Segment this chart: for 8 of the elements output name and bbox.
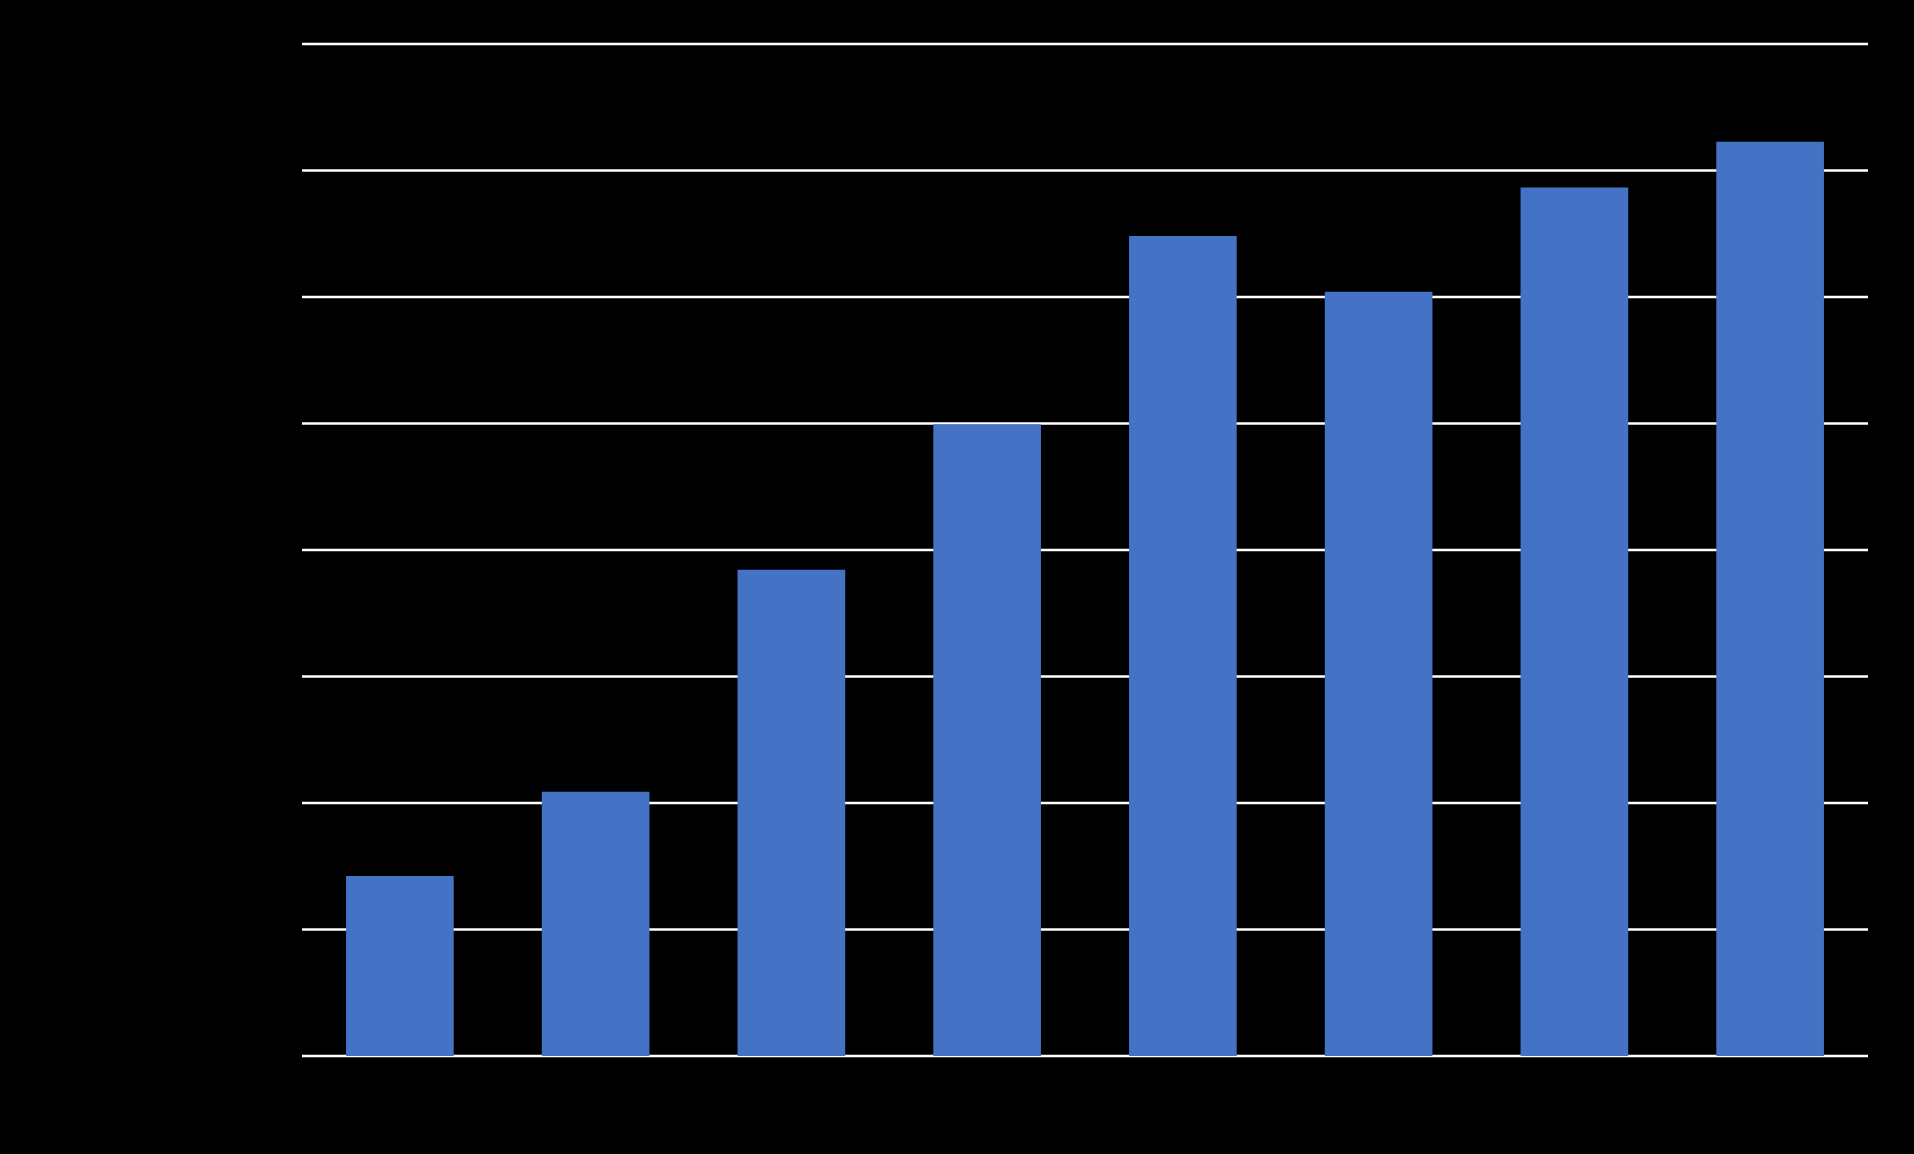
bar [541, 791, 650, 1056]
bar [1129, 235, 1237, 1056]
bar [737, 569, 846, 1056]
bar [346, 875, 454, 1056]
bar [933, 424, 1041, 1056]
bar [1716, 141, 1824, 1056]
bar [1324, 291, 1433, 1056]
bar [1520, 187, 1629, 1056]
